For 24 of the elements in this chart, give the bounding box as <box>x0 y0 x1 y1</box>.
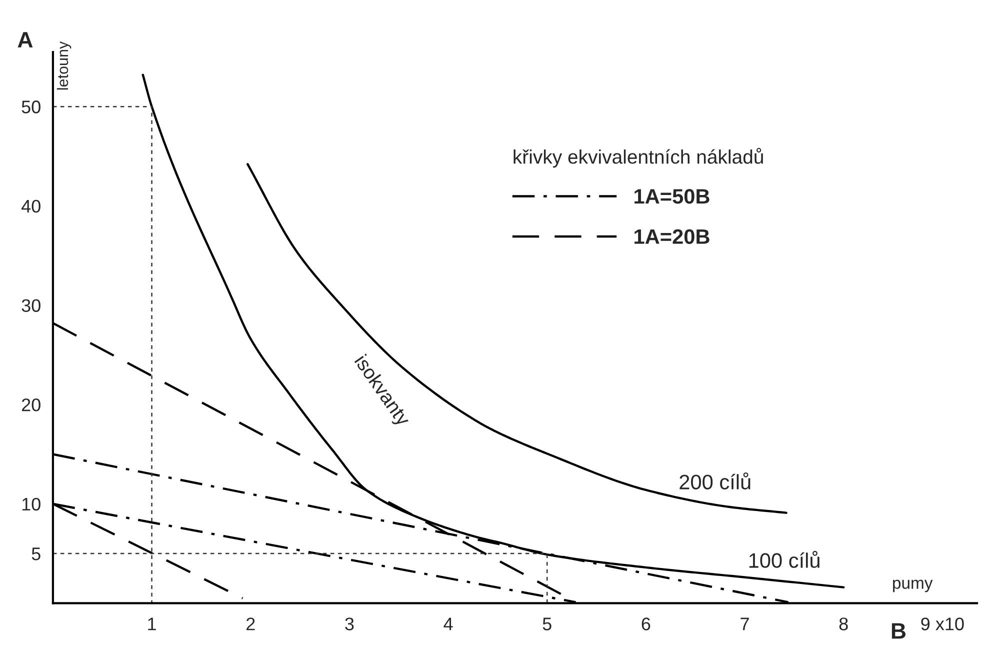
x-tick-label: 5 <box>542 618 552 630</box>
y-axis-title: A <box>18 32 33 48</box>
legend-label: 1A=20B <box>634 229 710 244</box>
x-tick-label: 1 <box>148 618 156 630</box>
y-tick-label: 50 <box>22 100 40 114</box>
x-tick-label: 9 x10 <box>921 618 964 630</box>
x-tick-label: 4 <box>444 618 453 630</box>
x-tick-label: 2 <box>246 618 255 630</box>
y-tick-label: 5 <box>32 548 40 560</box>
x-axis-title: B <box>892 623 906 639</box>
x-tick-label: 6 <box>642 618 650 630</box>
x-tick-label: 8 <box>839 618 848 630</box>
annotation: pumy <box>893 580 933 592</box>
annotation: 100 cílů <box>749 550 820 568</box>
y-tick-label: 10 <box>22 498 40 511</box>
y-tick-label: 40 <box>21 200 40 213</box>
y-tick-label: 20 <box>22 398 40 412</box>
x-tick-label: 7 <box>740 618 749 630</box>
legend-label: 1A=50B <box>634 189 710 204</box>
x-tick-label: 3 <box>345 618 354 630</box>
annotation: letouny <box>56 41 72 90</box>
y-tick-label: 30 <box>22 299 40 312</box>
legend-title: křivky ekvivalentních nákladů <box>514 148 763 168</box>
annotation: 200 cílů <box>680 472 750 490</box>
